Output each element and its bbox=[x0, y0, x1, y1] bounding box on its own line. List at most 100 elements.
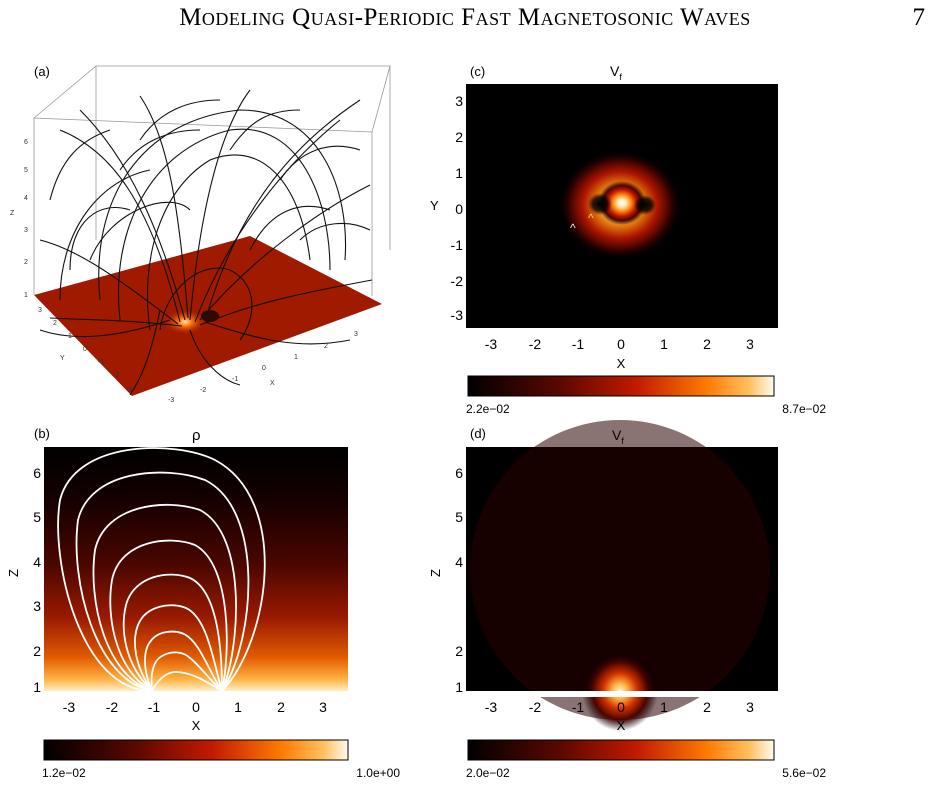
panel-b-xtick: -1 bbox=[148, 699, 161, 715]
panel-c-xtick: 1 bbox=[660, 336, 668, 352]
panel-a-xtick: -1 bbox=[232, 376, 238, 383]
running-head: Modeling Quasi-Periodic Fast Magnetosoni… bbox=[179, 4, 751, 31]
panel-b: (b) ρ 1 2 3 4 5 6 Z -3 -2 -1 0 1 bbox=[6, 426, 400, 780]
panel-a-ytick: -3 bbox=[126, 387, 132, 394]
panel-c-marker: ^ bbox=[570, 221, 576, 235]
panel-c-xtick: 3 bbox=[746, 336, 754, 352]
panel-b-xtick: 0 bbox=[192, 699, 200, 715]
panel-a-ztick: 4 bbox=[24, 195, 28, 202]
panel-d-colorbar-max: 5.6e−02 bbox=[782, 766, 826, 780]
panel-a-xtick: -3 bbox=[168, 397, 174, 404]
panel-b-xtick: 2 bbox=[277, 699, 285, 715]
page-number: 7 bbox=[912, 4, 926, 31]
panel-d-ylabel: Z bbox=[428, 569, 443, 577]
panel-d-yticks: 1 2 4 5 6 bbox=[455, 465, 463, 695]
panel-b-xtick: 3 bbox=[319, 699, 327, 715]
panel-a-zlabel: Z bbox=[10, 210, 15, 217]
panel-b-colorbar bbox=[43, 739, 349, 761]
panel-c-ytick: 2 bbox=[455, 129, 463, 145]
panel-d-xlabel: X bbox=[617, 718, 626, 733]
panel-d-xtick: 1 bbox=[660, 699, 668, 715]
panel-b-ytick: 6 bbox=[33, 465, 41, 481]
panel-d-ytick: 6 bbox=[455, 465, 463, 481]
panel-c-ytick: -2 bbox=[451, 273, 464, 289]
panel-a-ytick: -1 bbox=[98, 359, 104, 366]
panel-b-ytick: 3 bbox=[33, 598, 41, 614]
panel-d: (d) Vf 1 2 4 5 6 Z -3 -2 -1 0 1 2 3 X 2.… bbox=[428, 420, 826, 780]
panel-a-ztick: 6 bbox=[24, 139, 28, 146]
panel-d-ytick: 1 bbox=[455, 679, 463, 695]
panel-a-field-lines bbox=[39, 89, 373, 396]
panel-c-xtick: -3 bbox=[485, 336, 498, 352]
panel-c-blob-core bbox=[598, 181, 646, 225]
panel-a-ztick: 1 bbox=[24, 292, 28, 299]
panel-b-label: (b) bbox=[34, 426, 50, 441]
panel-a-ticks: 1 2 3 4 5 6 Z 3 2 1 0 -1 -2 -3 Y -3 -2 -… bbox=[10, 139, 358, 404]
panel-d-label: (d) bbox=[470, 426, 486, 441]
panel-c-xticks: -3 -2 -1 0 1 2 3 bbox=[485, 336, 754, 352]
panel-b-ytick: 5 bbox=[33, 509, 41, 525]
panel-a-label: (a) bbox=[34, 64, 50, 79]
panel-d-xtick: 0 bbox=[617, 699, 625, 715]
panel-b-xlabel: X bbox=[192, 718, 201, 733]
panel-a-xtick: 2 bbox=[324, 343, 328, 350]
panel-b-ytick: 2 bbox=[33, 643, 41, 659]
panel-a-ztick: 2 bbox=[24, 259, 28, 266]
panel-c-ytick: -1 bbox=[451, 237, 464, 253]
panel-a-ztick: 5 bbox=[24, 167, 28, 174]
panel-a-ytick: -2 bbox=[113, 372, 119, 379]
panel-c-xlabel: X bbox=[617, 356, 626, 371]
panel-b-title: ρ bbox=[192, 427, 201, 444]
panel-a-ytick: 0 bbox=[83, 346, 87, 353]
panel-b-xtick: -2 bbox=[106, 699, 119, 715]
panel-a-ztick: 3 bbox=[24, 227, 28, 234]
panel-d-xtick: 2 bbox=[703, 699, 711, 715]
panel-c-ytick: 1 bbox=[455, 165, 463, 181]
panel-d-colorbar bbox=[467, 739, 775, 761]
panel-a-ytick: 3 bbox=[38, 307, 42, 314]
panel-c-ytick: 0 bbox=[455, 201, 463, 217]
panel-c-colorbar bbox=[467, 375, 775, 397]
panel-c-colorbar-max: 8.7e−02 bbox=[782, 402, 826, 416]
panel-d-xtick: -1 bbox=[572, 699, 585, 715]
panel-b-plot bbox=[44, 447, 348, 691]
panel-c-yticks: 3 2 1 0 -1 -2 -3 bbox=[451, 93, 464, 323]
panel-d-ytick: 2 bbox=[455, 643, 463, 659]
panel-d-ytick: 4 bbox=[455, 554, 463, 570]
panel-d-ytick: 5 bbox=[455, 509, 463, 525]
panel-b-xticks: -3 -2 -1 0 1 2 3 bbox=[63, 699, 327, 715]
panel-b-field-lines bbox=[57, 447, 266, 692]
panel-a-xtick: 3 bbox=[354, 331, 358, 338]
panel-c-ytick: -3 bbox=[451, 307, 464, 323]
panel-c-xtick: -1 bbox=[572, 336, 585, 352]
panel-a-ytick: 1 bbox=[68, 333, 72, 340]
panel-a: (a) bbox=[10, 64, 391, 404]
panel-a-ytick: 2 bbox=[53, 320, 57, 327]
panel-c-label: (c) bbox=[470, 64, 485, 79]
panel-c-ytick: 3 bbox=[455, 93, 463, 109]
panel-d-xtick: -2 bbox=[529, 699, 542, 715]
panel-d-xtick: 3 bbox=[746, 699, 754, 715]
panel-a-ylabel: Y bbox=[60, 355, 65, 362]
panel-b-ytick: 4 bbox=[33, 554, 41, 570]
panel-d-xticks: -3 -2 -1 0 1 2 3 bbox=[485, 699, 754, 715]
panel-a-xtick: -2 bbox=[200, 387, 206, 394]
panel-a-xlabel: X bbox=[270, 380, 275, 387]
panel-c: (c) Vf ^ ^ 3 2 1 0 -1 -2 -3 Y -3 -2 -1 0… bbox=[430, 63, 826, 416]
panel-a-xtick: 0 bbox=[262, 365, 266, 372]
panel-c-xtick: 2 bbox=[703, 336, 711, 352]
panel-c-xtick: -2 bbox=[529, 336, 542, 352]
panel-c-xtick: 0 bbox=[617, 336, 625, 352]
panel-c-title: Vf bbox=[610, 63, 622, 82]
panel-c-marker: ^ bbox=[588, 211, 594, 225]
panel-c-ylabel: Y bbox=[430, 198, 439, 213]
panel-b-xtick: -3 bbox=[63, 699, 76, 715]
panel-a-box bbox=[32, 65, 391, 296]
panel-c-colorbar-min: 2.2e−02 bbox=[466, 402, 510, 416]
panel-b-yticks: 1 2 3 4 5 6 bbox=[33, 465, 41, 695]
panel-b-colorbar-max: 1.0e+00 bbox=[356, 766, 400, 780]
panel-b-ylabel: Z bbox=[6, 569, 21, 577]
panel-b-xtick: 1 bbox=[234, 699, 242, 715]
panel-d-xtick: -3 bbox=[485, 699, 498, 715]
